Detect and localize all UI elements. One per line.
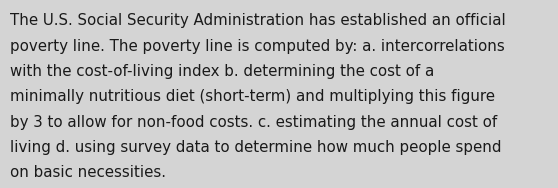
Text: minimally nutritious diet (short-term) and multiplying this figure: minimally nutritious diet (short-term) a…	[10, 89, 495, 104]
Text: poverty line. The poverty line is computed by: a. intercorrelations: poverty line. The poverty line is comput…	[10, 39, 505, 54]
Text: living d. using survey data to determine how much people spend: living d. using survey data to determine…	[10, 140, 502, 155]
Text: The U.S. Social Security Administration has established an official: The U.S. Social Security Administration …	[10, 13, 506, 28]
Text: on basic necessities.: on basic necessities.	[10, 165, 166, 180]
Text: by 3 to allow for non-food costs. c. estimating the annual cost of: by 3 to allow for non-food costs. c. est…	[10, 115, 497, 130]
Text: with the cost-of-living index b. determining the cost of a: with the cost-of-living index b. determi…	[10, 64, 434, 79]
